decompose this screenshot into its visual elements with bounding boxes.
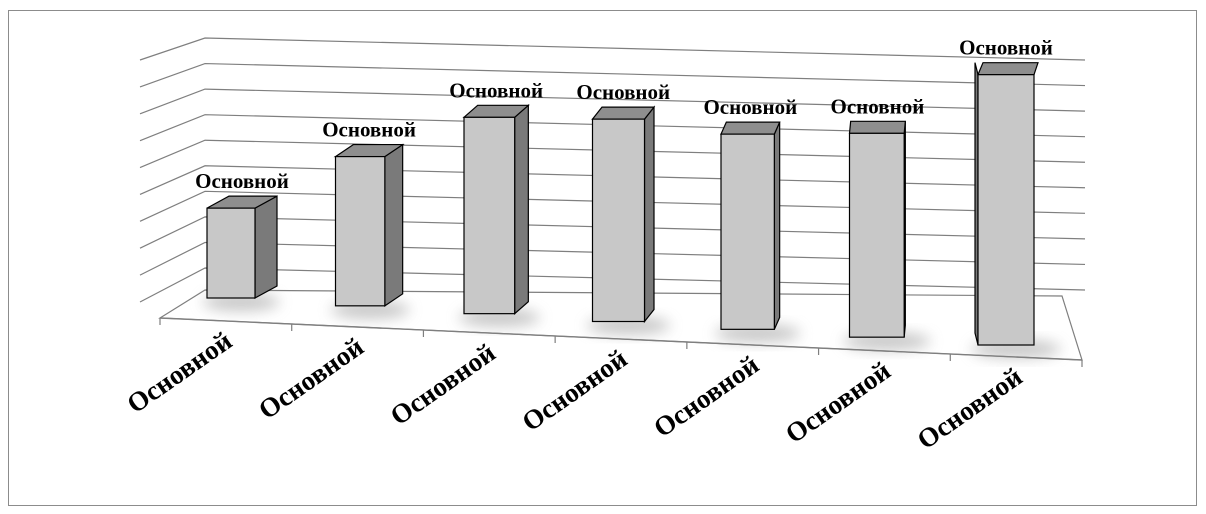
bar-front-face	[463, 116, 516, 315]
data-label: Основной	[449, 78, 543, 102]
bar-front-face	[206, 207, 256, 299]
data-label: Основной	[576, 80, 670, 104]
x-tick-label: Основной	[780, 355, 896, 449]
bar-top-face	[977, 62, 1039, 76]
bar-front-face	[848, 132, 905, 338]
bar	[720, 121, 781, 330]
bar-side-face	[384, 143, 404, 307]
gridline	[139, 114, 1086, 142]
bar-side-face	[643, 105, 655, 324]
bar-side-face	[254, 195, 278, 300]
bar	[206, 195, 278, 300]
bar-top-face	[591, 106, 656, 120]
x-tick-label: Основной	[121, 325, 237, 419]
bar	[333, 143, 405, 307]
gridline	[139, 241, 1086, 276]
bar-front-face	[977, 74, 1035, 346]
bar	[848, 120, 906, 338]
x-tick-label: Основной	[648, 349, 764, 443]
gridline	[139, 139, 1086, 169]
data-labels: Основной Основной Основной Основной Основной…	[195, 36, 1053, 193]
data-label: Основной	[831, 94, 925, 118]
gridline	[139, 216, 1086, 249]
bar	[974, 62, 1039, 346]
data-label: Основной	[322, 118, 416, 142]
data-label: Основной	[703, 95, 797, 119]
bar-top-face	[848, 120, 906, 134]
bar	[591, 105, 656, 324]
bar-front-face	[334, 155, 386, 307]
bar-side-face	[514, 103, 529, 315]
x-axis	[159, 317, 1083, 367]
x-tick-label: Основной	[912, 361, 1028, 455]
data-label: Основной	[959, 36, 1053, 60]
gridline	[139, 88, 1086, 115]
x-axis-line	[159, 317, 1083, 361]
bar-side-face	[773, 121, 781, 330]
gridline	[139, 62, 1086, 88]
x-tick-label: Основной	[253, 331, 369, 425]
x-tick-label: Основной	[516, 343, 632, 437]
bar	[462, 103, 530, 315]
bar-top-face	[720, 121, 781, 135]
gridline	[139, 165, 1086, 195]
bar-front-face	[591, 118, 646, 323]
gridlines	[139, 37, 1086, 303]
bar-shadows	[202, 293, 1061, 358]
bar-front-face	[720, 133, 775, 330]
gridline	[139, 190, 1086, 222]
bars	[206, 62, 1039, 346]
gridline	[139, 267, 1086, 303]
gridline	[139, 37, 1086, 61]
x-tick-label: Основной	[385, 337, 501, 431]
data-label: Основной	[195, 169, 289, 193]
